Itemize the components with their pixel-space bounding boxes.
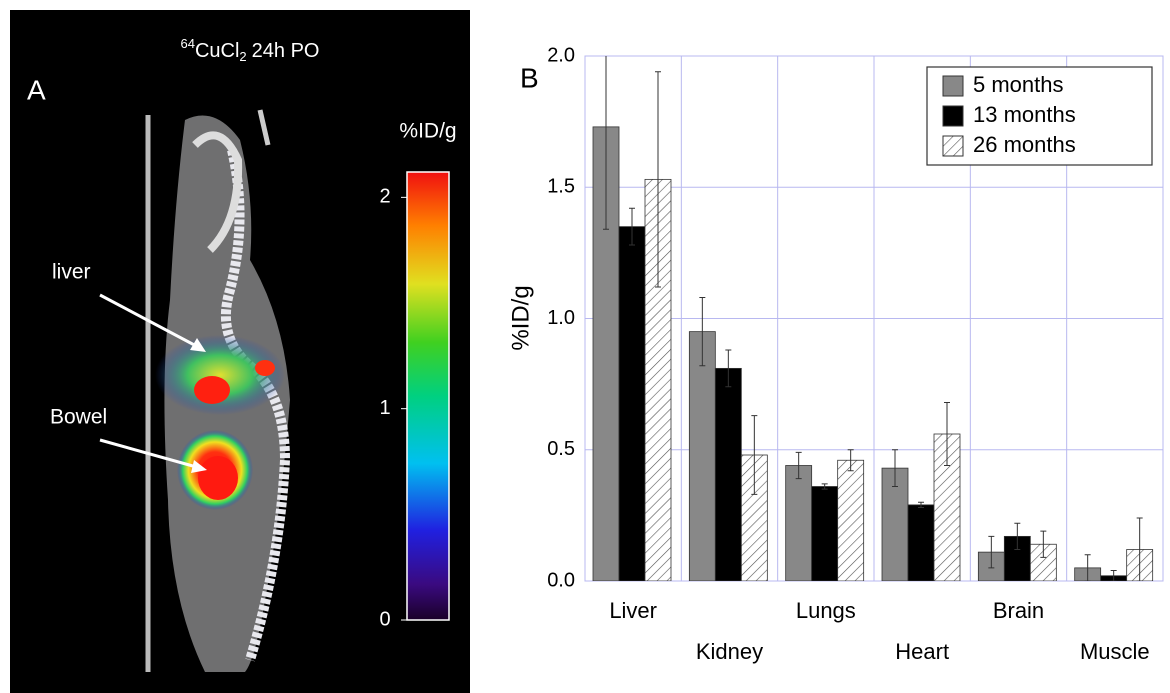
- colorbar-title: %ID/g: [399, 120, 456, 143]
- x-tick-label: Muscle: [1080, 639, 1150, 664]
- x-tick-label: Heart: [895, 639, 949, 664]
- panel-a: A 64CuCl2 24h PO liver Bowel %ID/g 012: [10, 10, 470, 693]
- plot-area: [592, 56, 1154, 581]
- title-superscript: 64: [181, 36, 195, 51]
- liver-uptake: [155, 335, 285, 415]
- arrowhead: [190, 338, 206, 352]
- arrow: [99, 293, 201, 350]
- y-tick-label: 2.0: [547, 44, 575, 66]
- annotation: Bowel: [50, 406, 107, 429]
- title-condition: 24h PO: [252, 40, 320, 62]
- title-compound: CuCl: [195, 40, 239, 62]
- legend-swatch: [942, 75, 964, 97]
- y-axis-label: %ID/g: [507, 285, 534, 350]
- bar: [688, 331, 716, 581]
- x-tick-label: Liver: [609, 598, 657, 623]
- legend-label: 5 months: [973, 72, 1064, 97]
- annotation: liver: [52, 261, 91, 284]
- x-tick-label: Kidney: [696, 639, 763, 664]
- arrow: [99, 438, 201, 470]
- legend-label: 13 months: [973, 102, 1076, 127]
- legend-swatch: [942, 135, 964, 157]
- bar: [907, 504, 935, 581]
- bowel-hotspot: [198, 456, 238, 500]
- y-tick-label: 0.5: [547, 438, 575, 460]
- legend-box: [926, 66, 1153, 166]
- bar: [785, 465, 813, 581]
- y-tick-label: 1.0: [547, 307, 575, 329]
- legend-swatch: [942, 105, 964, 127]
- x-tick-label: Lungs: [796, 598, 856, 623]
- colorbar-tick-label: 2: [379, 186, 390, 208]
- plot-frame: [584, 55, 1164, 582]
- panel-label: B: [520, 62, 539, 93]
- liver-hotspot: [255, 360, 275, 376]
- bar: [618, 226, 646, 581]
- bar: [714, 367, 742, 581]
- liver-hotspot: [194, 376, 230, 404]
- arrowhead: [191, 460, 207, 473]
- bar: [811, 486, 839, 581]
- x-tick-label: Brain: [993, 598, 1044, 623]
- bar: [837, 459, 865, 581]
- legend-label: 26 months: [973, 132, 1076, 157]
- image-title: 64CuCl2 24h PO: [181, 36, 320, 64]
- y-tick-label: 0.0: [547, 569, 575, 591]
- title-subscript: 2: [239, 49, 246, 64]
- colorbar: [406, 171, 450, 621]
- y-tick-label: 1.5: [547, 176, 575, 198]
- panel-label: A: [27, 74, 46, 105]
- holder-rail: [257, 109, 271, 146]
- colorbar-tick-label: 1: [379, 397, 390, 419]
- colorbar-tick-label: 0: [379, 608, 390, 630]
- skull: [192, 131, 243, 253]
- panel-b: B %ID/g 0.0 0.5 1.0 1.5 2.0 Liver Kidney Lungs H…: [507, 44, 1164, 664]
